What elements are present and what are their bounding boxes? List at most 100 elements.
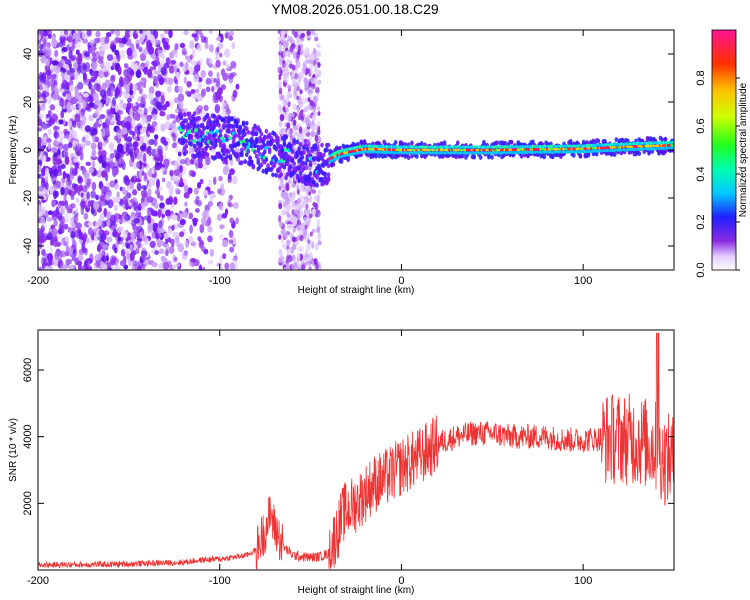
spectrogram-cell: [47, 128, 52, 136]
spectrogram-cell: [293, 94, 297, 101]
spectrogram-cell: [60, 200, 65, 207]
spectrogram-cell: [293, 261, 298, 266]
spectrogram-cell: [316, 129, 321, 136]
spectrogram-cell: [299, 245, 304, 253]
spectrogram-cell: [221, 108, 227, 118]
spectrogram-cell: [393, 140, 398, 145]
spectrogram-cell: [311, 189, 317, 194]
spectrogram-cell: [75, 222, 83, 230]
spectrogram-cell: [122, 187, 126, 195]
spectrogram-cell: [419, 141, 424, 146]
spectrogram-cell: [284, 192, 289, 197]
spectrogram-cell: [90, 76, 96, 83]
spectrogram-cell: [221, 213, 228, 219]
spectrogram-cell: [177, 151, 182, 157]
spectrogram-cell: [304, 106, 309, 113]
colorbar-gradient: [711, 29, 737, 271]
spectrogram-cell: [191, 241, 197, 249]
spectrogram-cell: [179, 165, 184, 173]
spectrogram-cell: [136, 132, 141, 137]
spectrogram-cell: [287, 35, 291, 42]
spectrogram-cell: [169, 169, 174, 177]
spectrogram-cell: [130, 232, 136, 239]
spectrogram-cell: [39, 43, 44, 50]
spectrogram-cell: [49, 246, 54, 255]
spectrogram-cell: [125, 144, 130, 152]
spectrogram-cell: [288, 112, 293, 120]
spectrogram-cell: [177, 85, 184, 94]
spectrogram-cell: [96, 106, 101, 113]
spectrogram-cell: [187, 187, 193, 194]
spectrogram-cell: [95, 30, 101, 38]
snr-ytick-label: 4000: [22, 424, 34, 448]
spectrogram-cell: [307, 114, 311, 122]
spectrogram-cell: [229, 262, 236, 270]
spectrogram-cell: [374, 153, 378, 159]
spectrogram-cell: [292, 103, 297, 111]
spectrogram-cell: [171, 125, 178, 134]
spectrogram-cell: [141, 235, 148, 242]
spectrogram-cell: [186, 159, 191, 167]
spectrogram-cell: [184, 201, 188, 207]
spectrogram-cell: [283, 243, 287, 250]
spectrogram-cell: [205, 86, 211, 93]
spectrogram-cell: [114, 30, 121, 37]
spectrogram-cell: [208, 179, 212, 186]
spectrogram-cell: [60, 237, 65, 246]
spectrogram-cell: [290, 149, 295, 154]
spectrogram-cell: [293, 51, 297, 59]
spectrogram-cell: [234, 261, 238, 270]
spectrogram-cell: [134, 62, 138, 72]
spectrogram-cell: [325, 147, 329, 153]
spectrogram-cell: [53, 131, 58, 139]
spectrogram-ytick-label: 40: [22, 48, 34, 60]
spectrogram-cell: [65, 245, 70, 254]
spectrogram-cell: [78, 239, 84, 245]
spectrogram-cell: [80, 124, 85, 132]
spectrogram-cell: [125, 38, 132, 47]
spectrogram-cell: [227, 149, 231, 155]
spectrogram-cell: [126, 192, 132, 199]
spectrogram-cell: [154, 189, 160, 195]
spectrogram-cell: [305, 243, 311, 252]
spectrogram-cell: [282, 208, 287, 214]
spectrogram-cell: [93, 235, 98, 242]
spectrogram-cell: [114, 182, 119, 190]
spectrogram-cell: [228, 35, 234, 41]
spectrogram-cell: [289, 45, 294, 53]
spectrogram-cell: [262, 136, 267, 142]
spectrogram-cell: [317, 240, 322, 246]
spectrogram-cell: [231, 42, 236, 50]
spectrogram-cell: [316, 218, 320, 227]
spectrogram-cell: [188, 212, 194, 220]
spectrogram-cell: [158, 220, 163, 229]
spectrogram-image: [38, 30, 674, 270]
spectrogram-cell: [191, 48, 196, 58]
colorbar-tick-label: 0.0: [695, 262, 707, 277]
spectrogram-cell: [213, 142, 218, 148]
spectrogram-cell: [326, 142, 331, 148]
spectrogram-cell: [68, 264, 76, 270]
spectrogram-cell: [82, 92, 90, 98]
spectrogram-cell: [140, 52, 147, 62]
spectrogram-cell: [38, 90, 42, 98]
spectrogram-cell: [278, 257, 283, 264]
spectrogram-cell: [176, 157, 182, 167]
spectrogram-cell: [235, 123, 239, 129]
spectrogram-cell: [241, 120, 246, 126]
spectrogram-cell: [240, 160, 244, 166]
spectrogram-cell: [212, 113, 216, 119]
spectrogram-cell: [160, 167, 166, 173]
spectrogram-cell: [114, 49, 120, 56]
spectrogram-cell: [300, 49, 304, 56]
spectrogram-cell: [149, 240, 156, 249]
spectrogram-cell: [64, 236, 69, 243]
spectrogram-cell: [70, 203, 76, 209]
spectrogram-ylabel: Frequency (Hz): [8, 116, 19, 185]
spectrogram-cell: [291, 214, 295, 219]
spectrogram-cell: [54, 85, 58, 94]
spectrogram-cell: [147, 92, 154, 101]
spectrogram-cell: [74, 162, 80, 170]
spectrogram-cell: [129, 69, 135, 76]
spectrogram-cell: [228, 239, 234, 245]
